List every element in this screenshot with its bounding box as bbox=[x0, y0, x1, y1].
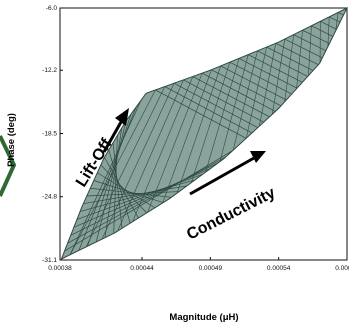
mesh-line bbox=[147, 73, 203, 213]
conductivity-arrow bbox=[189, 151, 266, 196]
mesh-line bbox=[162, 69, 212, 204]
mesh-line bbox=[284, 34, 294, 102]
mesh-line bbox=[67, 156, 227, 244]
mesh-line bbox=[271, 39, 286, 115]
lift-off-arrow-head bbox=[115, 108, 129, 126]
mesh-line bbox=[219, 54, 249, 162]
mesh-line bbox=[73, 168, 211, 228]
x-axis-ticks: 0.00038 0.00044 0.00049 0.00054 0.00059 bbox=[48, 257, 349, 272]
mesh-line bbox=[335, 12, 339, 31]
mesh-line bbox=[79, 179, 195, 212]
plot-frame bbox=[59, 7, 348, 261]
mesh-line bbox=[258, 43, 277, 127]
mesh-line bbox=[76, 173, 203, 220]
mesh-line bbox=[257, 50, 308, 77]
x-tick-label: 0.00054 bbox=[267, 265, 291, 272]
conductivity-arrow-shaft bbox=[189, 156, 255, 196]
mesh-line bbox=[311, 25, 334, 37]
mesh-line bbox=[211, 69, 282, 107]
wireframe-surface bbox=[60, 6, 349, 261]
mesh-line bbox=[155, 89, 247, 139]
mesh-line bbox=[229, 61, 292, 95]
y-tick-label: -24.8 bbox=[42, 194, 57, 201]
mesh-line bbox=[327, 16, 330, 47]
y-tick-label: -31.1 bbox=[42, 257, 57, 264]
mesh-line bbox=[293, 34, 327, 52]
inset-frame-fragment bbox=[0, 135, 17, 197]
mesh-line bbox=[64, 149, 234, 252]
mesh-line bbox=[302, 29, 330, 44]
mesh-line bbox=[284, 38, 323, 59]
mesh-line bbox=[320, 21, 337, 30]
mesh-line bbox=[85, 86, 166, 248]
mesh-line bbox=[83, 185, 188, 205]
y-tick-label: -18.5 bbox=[42, 130, 57, 137]
mesh-line bbox=[176, 65, 221, 194]
mesh-line bbox=[86, 191, 180, 197]
x-tick-label: 0.00044 bbox=[130, 265, 154, 272]
mesh-line bbox=[117, 79, 184, 232]
mesh-line bbox=[308, 25, 312, 76]
mesh-line bbox=[329, 16, 341, 23]
mesh-line bbox=[192, 76, 270, 118]
mesh-line bbox=[275, 42, 319, 65]
conductivity-arrow-head bbox=[250, 151, 266, 163]
mesh-line bbox=[70, 162, 219, 236]
lift-off-arrow-shaft bbox=[102, 121, 123, 153]
mesh-line bbox=[337, 12, 344, 16]
y-tick-label: -6.0 bbox=[46, 5, 58, 12]
x-tick-label: 0.00059 bbox=[335, 265, 349, 272]
y-axis-ticks: -6.0 -12.2 -18.5 -24.8 -31.1 bbox=[42, 5, 63, 264]
y-axis-title: Phase (deg) bbox=[6, 113, 17, 167]
annotation-conductivity: Conductivity bbox=[184, 184, 278, 243]
x-tick-label: 0.00049 bbox=[199, 265, 223, 272]
mesh-line bbox=[205, 58, 240, 173]
mesh-line bbox=[248, 54, 303, 83]
mesh-lines bbox=[64, 12, 344, 255]
mesh-line bbox=[101, 83, 175, 240]
mesh-line bbox=[97, 172, 156, 209]
surface-outline bbox=[60, 6, 349, 261]
x-axis-title: Magnitude (μH) bbox=[169, 312, 238, 323]
x-tick-label: 0.00038 bbox=[48, 265, 72, 272]
mesh-line bbox=[90, 187, 172, 198]
y-tick-label: -12.2 bbox=[42, 67, 57, 74]
mesh-line bbox=[191, 62, 231, 183]
mesh-line bbox=[296, 30, 303, 89]
lift-off-arrow bbox=[102, 108, 129, 153]
mesh-line bbox=[232, 50, 258, 151]
mesh-line bbox=[245, 47, 267, 139]
mesh-line bbox=[164, 86, 253, 134]
mesh-line bbox=[113, 135, 118, 234]
